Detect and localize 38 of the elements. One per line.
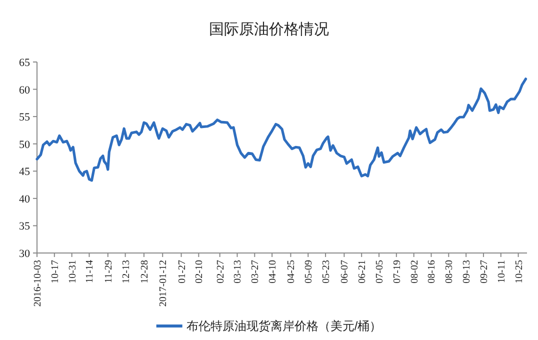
x-tick-label: 10-25 <box>514 260 525 284</box>
x-tick-label: 07-05 <box>374 260 386 284</box>
x-tick-label: 10-17 <box>50 260 61 284</box>
x-tick-label: 04-10 <box>268 260 279 284</box>
x-tick-label: 2017-01-12 <box>158 260 170 307</box>
x-tick-label: 02-27 <box>215 260 226 284</box>
y-tick-label: 55 <box>19 112 30 124</box>
y-tick-label: 45 <box>19 166 30 178</box>
x-tick-label: 05-23 <box>321 260 332 284</box>
y-tick-label: 65 <box>19 57 30 69</box>
x-tick-label: 02-10 <box>194 260 206 284</box>
x-tick-label: 03-27 <box>250 260 262 284</box>
x-tick-label: 01-27 <box>176 260 188 284</box>
chart-title: 国际原油价格情况 <box>209 21 329 38</box>
x-tick-label: 08-30 <box>444 260 456 284</box>
y-tick-label: 60 <box>19 84 30 96</box>
x-tick-label: 05-09 <box>304 260 315 284</box>
x-tick-label: 10-31 <box>67 260 78 284</box>
x-tick-label: 06-21 <box>357 260 368 284</box>
y-tick-label: 35 <box>19 220 30 233</box>
x-tick-label: 2016-10-03 <box>32 260 44 307</box>
x-tick-label: 10-11 <box>496 260 508 283</box>
y-tick-label: 40 <box>19 193 30 206</box>
x-tick-label: 08-16 <box>426 260 438 284</box>
x-tick-label: 08-02 <box>409 260 420 284</box>
x-tick-label: 09-27 <box>478 260 490 284</box>
x-tick-label: 07-19 <box>392 260 403 284</box>
x-tick-label: 04-25 <box>286 260 298 284</box>
x-tick-label: 09-13 <box>462 260 473 284</box>
x-tick-label: 11-14 <box>84 260 96 283</box>
legend: 布伦特原油现货离岸价格（美元/桶） <box>156 319 382 333</box>
y-tick-label: 50 <box>19 138 30 151</box>
x-tick-label: 06-07 <box>340 260 351 284</box>
x-tick-label: 11-29 <box>103 260 114 283</box>
x-tick-label: 03-13 <box>232 260 244 284</box>
x-tick-label: 12-13 <box>120 260 132 284</box>
x-tick-label: 12-28 <box>139 260 150 284</box>
y-tick-label: 30 <box>19 248 30 260</box>
